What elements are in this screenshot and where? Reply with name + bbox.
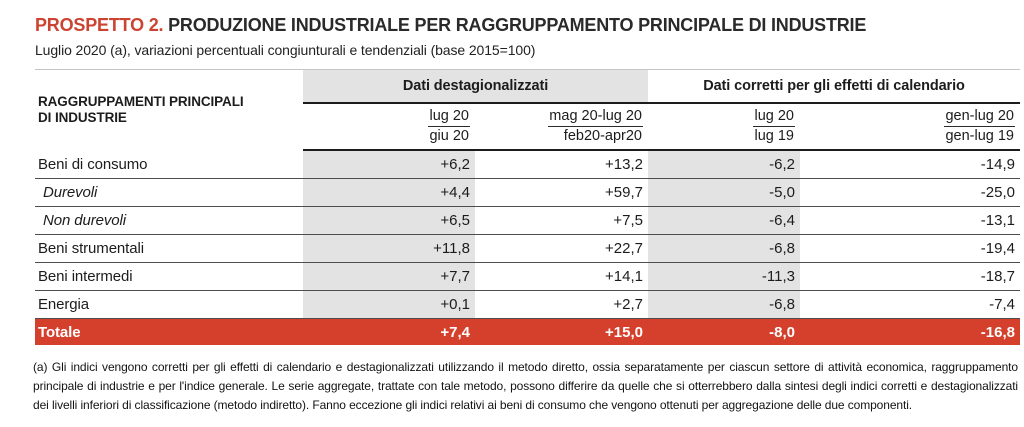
value-cell: -13,1 bbox=[800, 206, 1020, 235]
value-cell: -11,3 bbox=[648, 262, 800, 291]
row-header: RAGGRUPPAMENTI PRINCIPALI DI INDUSTRIE bbox=[38, 94, 244, 125]
column-header-4: gen-lug 20 gen-lug 19 bbox=[800, 103, 1020, 151]
value-cell: +7,7 bbox=[303, 262, 475, 291]
value-cell: -6,8 bbox=[648, 290, 800, 319]
column-1-denominator: giu 20 bbox=[429, 128, 469, 144]
row-label: Energia bbox=[35, 290, 303, 319]
table-row: Beni strumentali +11,8 +22,7 -6,8 -19,4 bbox=[35, 234, 1020, 263]
table-row: Non durevoli +6,5 +7,5 -6,4 -13,1 bbox=[35, 206, 1020, 235]
column-3-denominator: lug 19 bbox=[754, 128, 794, 144]
row-label: Beni intermedi bbox=[35, 262, 303, 291]
data-table: RAGGRUPPAMENTI PRINCIPALI DI INDUSTRIE D… bbox=[35, 69, 1020, 345]
value-cell: +4,4 bbox=[303, 178, 475, 207]
title-prefix: PROSPETTO 2. bbox=[35, 15, 164, 35]
value-cell: -14,9 bbox=[800, 150, 1020, 179]
value-cell: +2,7 bbox=[475, 290, 648, 319]
subtitle: Luglio 2020 (a), variazioni percentuali … bbox=[35, 42, 536, 58]
page-title: PROSPETTO 2. PRODUZIONE INDUSTRIALE PER … bbox=[35, 15, 1024, 36]
group-header-row: RAGGRUPPAMENTI PRINCIPALI DI INDUSTRIE D… bbox=[35, 69, 1020, 125]
column-1-numerator: lug 20 bbox=[428, 107, 470, 127]
table-row: Beni intermedi +7,7 +14,1 -11,3 -18,7 bbox=[35, 262, 1020, 291]
column-header-3: lug 20 lug 19 bbox=[648, 103, 800, 151]
group-header-calendario: Dati corretti per gli effetti di calenda… bbox=[648, 69, 1020, 104]
row-label: Beni strumentali bbox=[35, 234, 303, 263]
value-cell: -6,8 bbox=[648, 234, 800, 263]
table-row: Durevoli +4,4 +59,7 -5,0 -25,0 bbox=[35, 178, 1020, 207]
totale-value-cell: +15,0 bbox=[475, 318, 648, 345]
totale-label: Totale bbox=[35, 318, 303, 345]
table-row: Energia +0,1 +2,7 -6,8 -7,4 bbox=[35, 290, 1020, 319]
value-cell: +7,5 bbox=[475, 206, 648, 235]
row-label: Durevoli bbox=[35, 178, 303, 207]
value-cell: -6,4 bbox=[648, 206, 800, 235]
totale-value-cell: -8,0 bbox=[648, 318, 800, 345]
row-label: Beni di consumo bbox=[35, 150, 303, 179]
value-cell: -6,2 bbox=[648, 150, 800, 179]
value-cell: +13,2 bbox=[475, 150, 648, 179]
row-label: Non durevoli bbox=[35, 206, 303, 235]
value-cell: -18,7 bbox=[800, 262, 1020, 291]
column-3-numerator: lug 20 bbox=[753, 107, 795, 127]
title-text: PRODUZIONE INDUSTRIALE PER RAGGRUPPAMENT… bbox=[168, 15, 867, 35]
column-4-numerator: gen-lug 20 bbox=[944, 107, 1015, 127]
group-header-destagionalizzati: Dati destagionalizzati bbox=[303, 69, 648, 104]
totale-value-cell: -16,8 bbox=[800, 318, 1020, 345]
column-header-row: lug 20 giu 20 mag 20-lug 20 feb20-apr20 lu… bbox=[35, 103, 1020, 151]
value-cell: -19,4 bbox=[800, 234, 1020, 263]
value-cell: +14,1 bbox=[475, 262, 648, 291]
column-2-numerator: mag 20-lug 20 bbox=[548, 107, 643, 127]
value-cell: +0,1 bbox=[303, 290, 475, 319]
value-cell: +59,7 bbox=[475, 178, 648, 207]
value-cell: -25,0 bbox=[800, 178, 1020, 207]
value-cell: -5,0 bbox=[648, 178, 800, 207]
footnote: (a) Gli indici vengono corretti per gli … bbox=[33, 360, 1018, 412]
value-cell: -7,4 bbox=[800, 290, 1020, 319]
value-cell: +6,2 bbox=[303, 150, 475, 179]
value-cell: +6,5 bbox=[303, 206, 475, 235]
table-header: RAGGRUPPAMENTI PRINCIPALI DI INDUSTRIE D… bbox=[35, 69, 1020, 151]
column-header-2: mag 20-lug 20 feb20-apr20 bbox=[475, 103, 648, 151]
column-2-denominator: feb20-apr20 bbox=[563, 128, 642, 144]
totale-value-cell: +7,4 bbox=[303, 318, 475, 345]
column-4-denominator: gen-lug 19 bbox=[945, 128, 1014, 144]
totale-row: Totale +7,4 +15,0 -8,0 -16,8 bbox=[35, 318, 1020, 345]
table-row: Beni di consumo +6,2 +13,2 -6,2 -14,9 bbox=[35, 150, 1020, 179]
column-header-1: lug 20 giu 20 bbox=[303, 103, 475, 151]
value-cell: +11,8 bbox=[303, 234, 475, 263]
value-cell: +22,7 bbox=[475, 234, 648, 263]
table-body: Beni di consumo +6,2 +13,2 -6,2 -14,9 Durevol… bbox=[35, 150, 1020, 345]
